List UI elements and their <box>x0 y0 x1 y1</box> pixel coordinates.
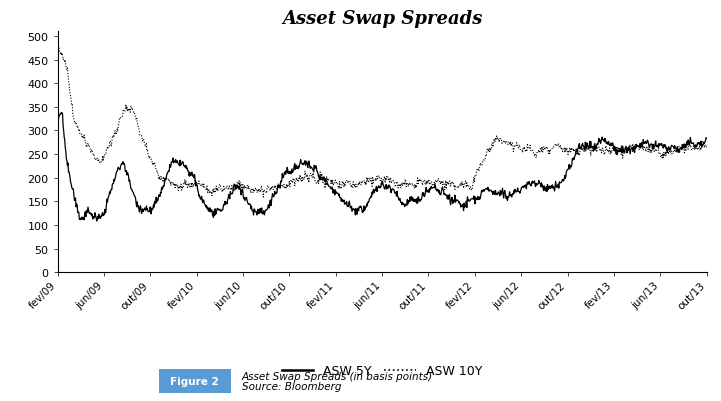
ASW 5Y <box>702 136 711 141</box>
ASW 10Y <box>702 146 711 151</box>
ASW 10Y <box>395 184 404 188</box>
Text: Figure 2: Figure 2 <box>170 376 219 386</box>
Line: ASW 10Y: ASW 10Y <box>58 47 707 198</box>
ASW 5Y <box>141 206 149 211</box>
ASW 10Y <box>140 140 149 145</box>
ASW 5Y <box>395 196 404 201</box>
ASW 5Y <box>336 196 345 200</box>
ASW 10Y <box>55 45 63 50</box>
Title: Asset Swap Spreads: Asset Swap Spreads <box>282 10 482 28</box>
ASW 10Y <box>273 185 282 190</box>
Text: Source: Bloomberg: Source: Bloomberg <box>242 381 341 391</box>
ASW 5Y <box>57 111 66 115</box>
ASW 5Y <box>164 170 172 174</box>
ASW 5Y <box>92 219 101 224</box>
ASW 10Y <box>163 177 172 182</box>
Text: Asset Swap Spreads (in basis points): Asset Swap Spreads (in basis points) <box>242 371 433 381</box>
ASW 10Y <box>409 184 417 189</box>
ASW 5Y <box>273 187 282 192</box>
ASW 5Y <box>409 199 417 204</box>
Line: ASW 5Y: ASW 5Y <box>58 113 707 221</box>
Legend: ASW 5Y, ASW 10Y: ASW 5Y, ASW 10Y <box>277 359 487 382</box>
ASW 10Y <box>336 186 345 190</box>
ASW 5Y <box>53 119 62 124</box>
ASW 10Y <box>259 195 267 200</box>
ASW 10Y <box>53 46 62 51</box>
